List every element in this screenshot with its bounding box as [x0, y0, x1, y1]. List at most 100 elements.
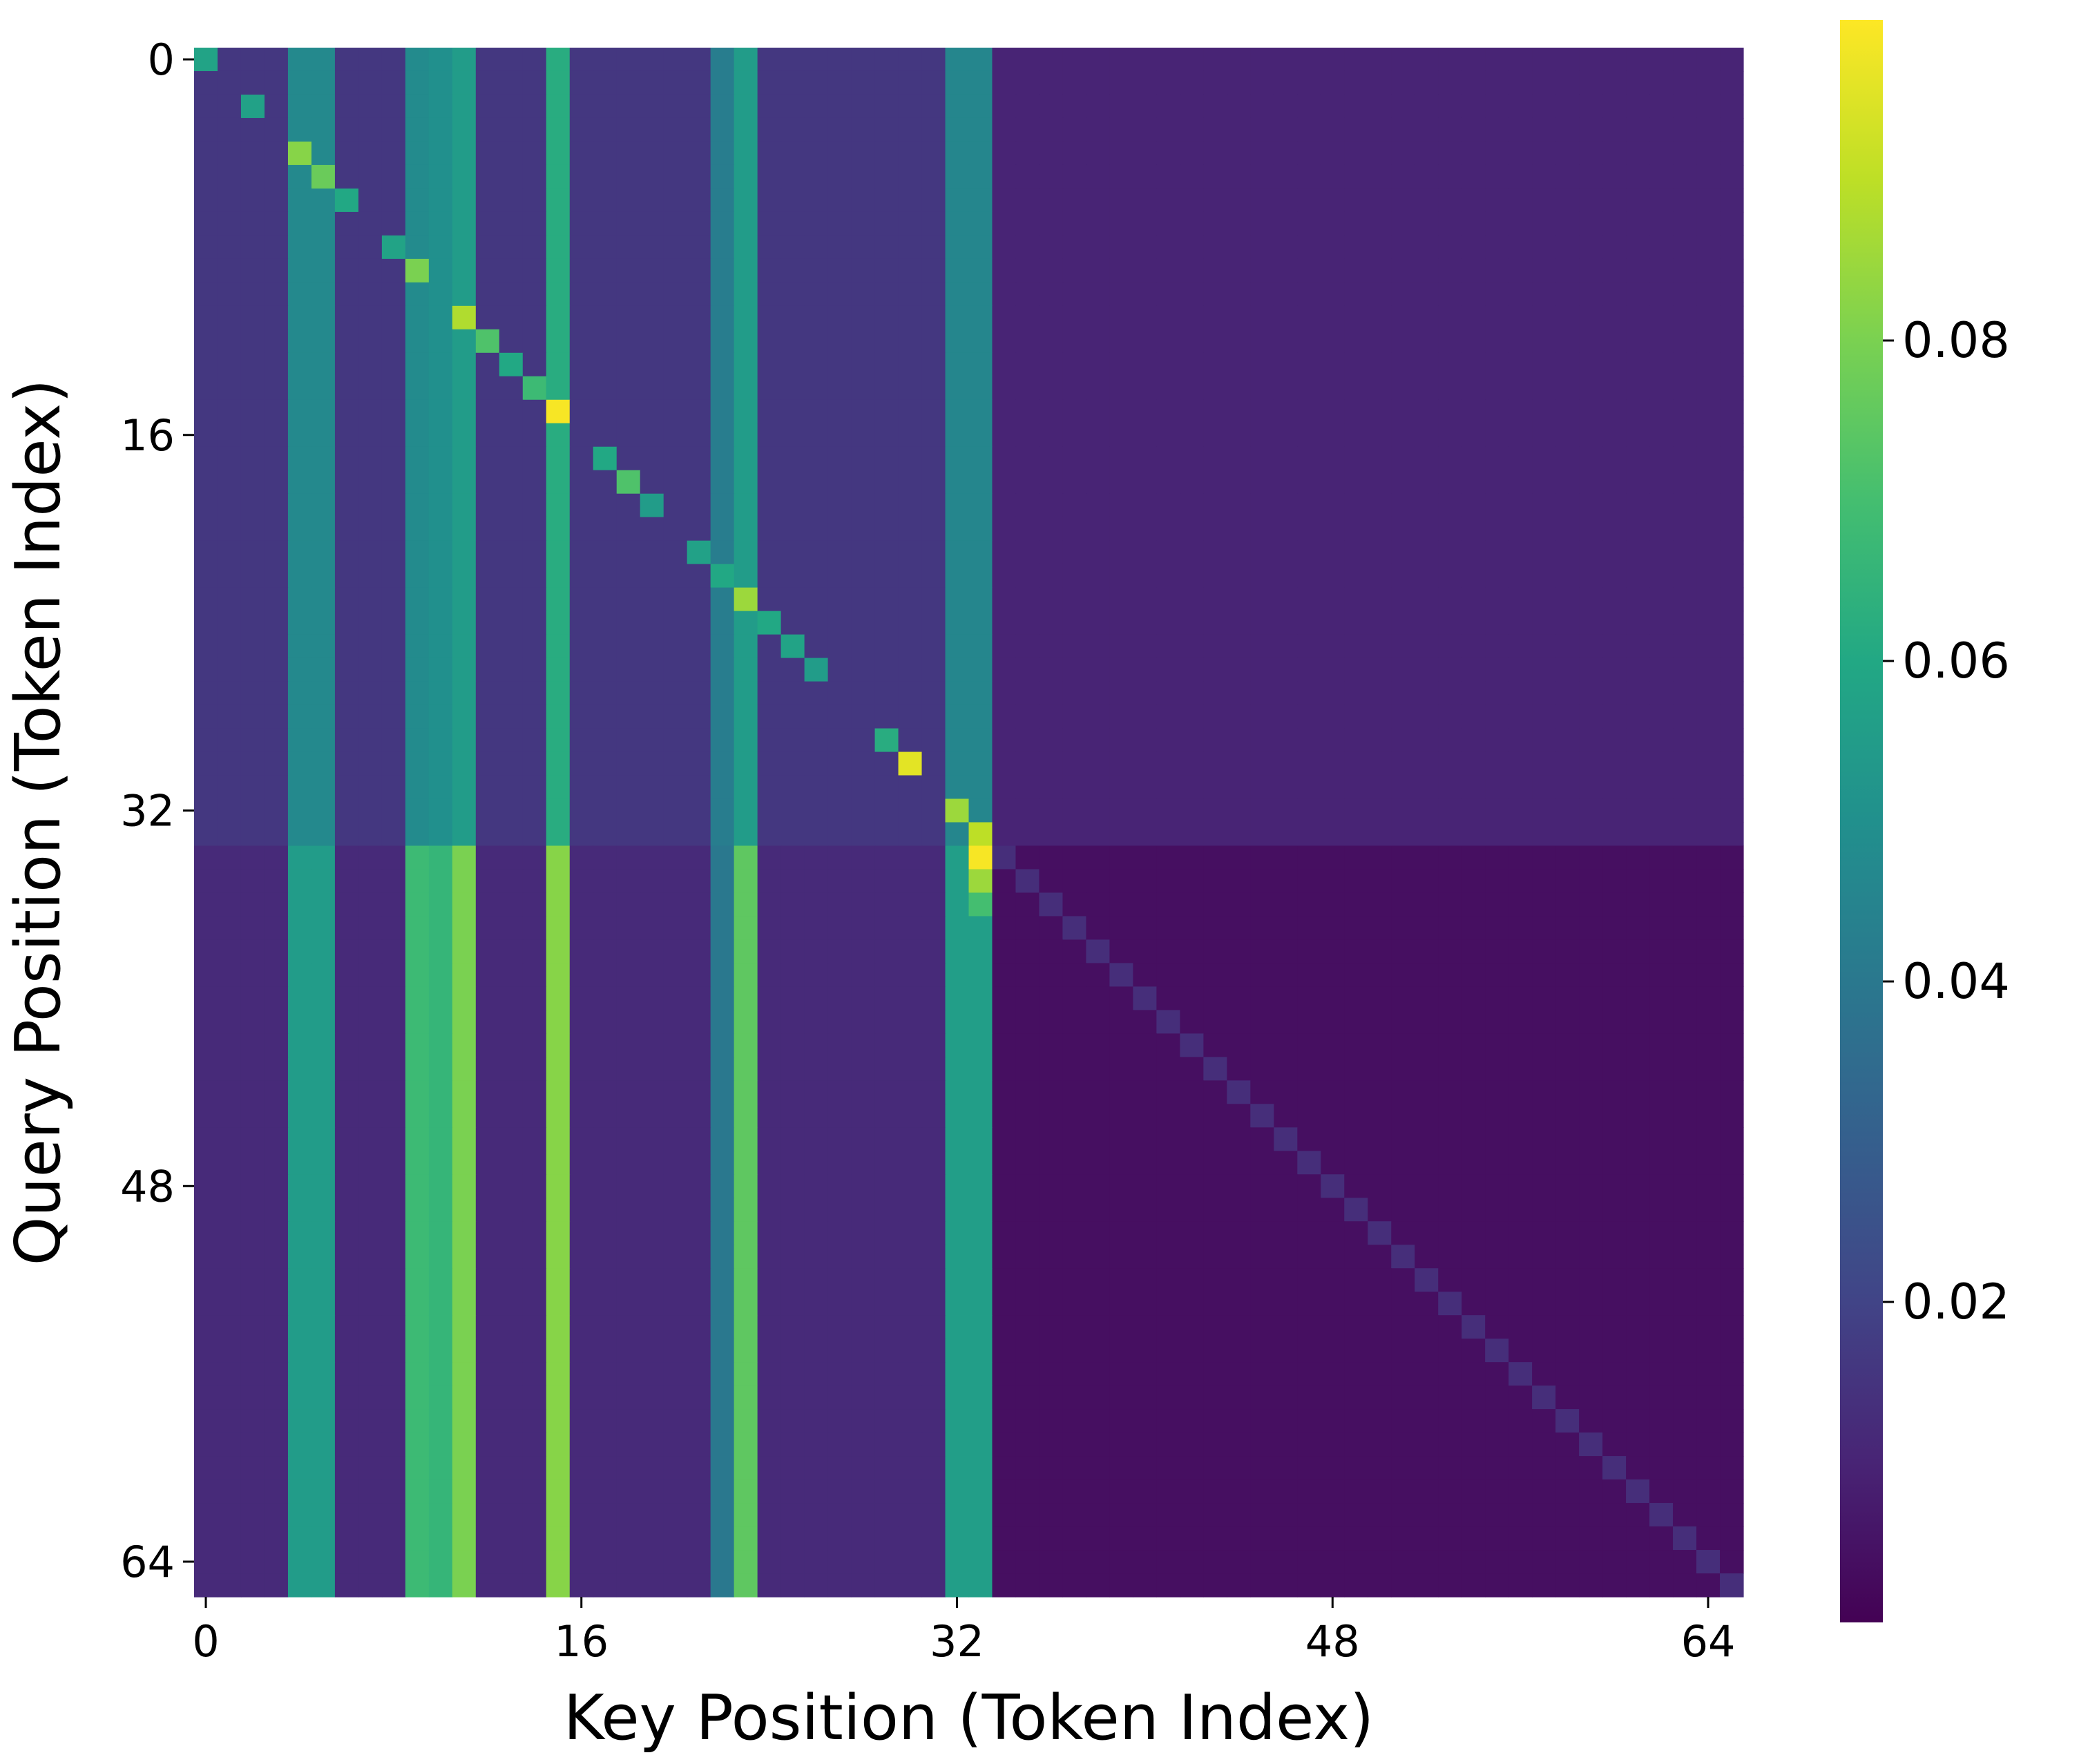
heatmap-cell — [1696, 869, 1721, 894]
heatmap-cell — [1602, 1292, 1627, 1316]
heatmap-cell — [264, 517, 289, 541]
heatmap-cell — [1602, 564, 1627, 588]
heatmap-cell — [240, 1198, 265, 1222]
heatmap-cell — [311, 1151, 336, 1175]
heatmap-cell — [522, 1057, 547, 1081]
heatmap-cell — [1180, 704, 1204, 729]
heatmap-cell — [1649, 634, 1674, 659]
heatmap-cell — [1321, 1573, 1345, 1598]
heatmap-cell — [1297, 1409, 1321, 1433]
heatmap-cell — [428, 939, 453, 964]
heatmap-cell — [1391, 1315, 1415, 1339]
heatmap-cell — [1203, 1080, 1227, 1104]
heatmap-cell — [1321, 1151, 1345, 1175]
heatmap-cell — [780, 70, 805, 95]
heatmap-cell — [1344, 798, 1368, 823]
heatmap-cell — [1039, 1339, 1064, 1363]
heatmap-cell — [405, 1503, 430, 1527]
heatmap-cell — [640, 376, 664, 401]
heatmap-cell — [1508, 728, 1533, 753]
heatmap-cell — [475, 1080, 500, 1104]
heatmap-cell — [1180, 1409, 1204, 1433]
heatmap-cell — [663, 141, 688, 166]
heatmap-cell — [921, 1198, 946, 1222]
heatmap-cell — [1227, 282, 1251, 307]
heatmap-cell — [616, 235, 641, 260]
heatmap-cell — [264, 634, 289, 659]
heatmap-cell — [428, 798, 453, 823]
heatmap-cell — [1720, 470, 1744, 495]
heatmap-cell — [1015, 517, 1040, 541]
heatmap-cell — [311, 352, 336, 377]
heatmap-cell — [194, 1198, 218, 1222]
heatmap-cell — [1109, 587, 1133, 612]
heatmap-cell — [428, 1080, 453, 1104]
heatmap-cell — [1602, 70, 1627, 95]
heatmap-cell — [804, 728, 829, 753]
heatmap-cell — [1015, 1127, 1040, 1151]
heatmap-cell — [1321, 939, 1345, 964]
heatmap-cell — [1368, 141, 1392, 166]
heatmap-cell — [1203, 681, 1227, 706]
heatmap-cell — [452, 517, 477, 541]
heatmap-cell — [1602, 48, 1627, 72]
heatmap-cell — [405, 117, 430, 142]
heatmap-cell — [287, 611, 312, 635]
heatmap-cell — [334, 1010, 359, 1034]
heatmap-cell — [264, 1127, 289, 1151]
heatmap-cell — [1696, 1010, 1721, 1034]
heatmap-cell — [1579, 751, 1603, 776]
heatmap-cell — [1321, 1245, 1345, 1269]
heatmap-cell — [1673, 423, 1697, 448]
heatmap-cell — [1274, 141, 1298, 166]
heatmap-cell — [1415, 493, 1439, 518]
heatmap-cell — [1227, 305, 1251, 330]
heatmap-cell — [1391, 1573, 1415, 1598]
heatmap-cell — [1649, 329, 1674, 354]
heatmap-cell — [687, 352, 711, 377]
heatmap-cell — [1203, 211, 1227, 236]
heatmap-cell — [593, 798, 617, 823]
heatmap-cell — [1297, 540, 1321, 565]
heatmap-cell — [968, 117, 993, 142]
heatmap-cell — [1297, 564, 1321, 588]
heatmap-cell — [757, 117, 782, 142]
heatmap-cell — [1649, 1033, 1674, 1057]
heatmap-cell — [1015, 634, 1040, 659]
heatmap-cell — [358, 94, 383, 119]
heatmap-cell — [1555, 305, 1580, 330]
heatmap-cell — [194, 117, 218, 142]
heatmap-cell — [593, 1339, 617, 1363]
heatmap-cell — [827, 164, 852, 189]
heatmap-cell — [804, 1174, 829, 1198]
heatmap-cell — [687, 1409, 711, 1433]
heatmap-cell — [968, 1010, 993, 1034]
heatmap-cell — [1321, 1127, 1345, 1151]
heatmap-cell — [1555, 869, 1580, 894]
heatmap-cell — [452, 1409, 477, 1433]
heatmap-cell — [1391, 1080, 1415, 1104]
heatmap-cell — [452, 282, 477, 307]
heatmap-cell — [851, 164, 876, 189]
heatmap-cell — [1485, 235, 1509, 260]
heatmap-cell — [499, 939, 524, 964]
heatmap-cell — [616, 845, 641, 870]
heatmap-cell — [1203, 70, 1227, 95]
heatmap-cell — [827, 94, 852, 119]
heatmap-cell — [1344, 493, 1368, 518]
heatmap-cell — [640, 728, 664, 753]
heatmap-cell — [663, 845, 688, 870]
heatmap-cell — [499, 822, 524, 847]
heatmap-cell — [1180, 611, 1204, 635]
heatmap-cell — [546, 1456, 571, 1480]
heatmap-cell — [1015, 1292, 1040, 1316]
heatmap-cell — [546, 141, 571, 166]
heatmap-cell — [334, 1127, 359, 1151]
heatmap-cell — [1415, 70, 1439, 95]
heatmap-cell — [1720, 1057, 1744, 1081]
heatmap-cell — [1555, 611, 1580, 635]
heatmap-cell — [1156, 117, 1180, 142]
heatmap-cell — [1485, 376, 1509, 401]
heatmap-cell — [874, 845, 899, 870]
heatmap-cell — [452, 399, 477, 424]
